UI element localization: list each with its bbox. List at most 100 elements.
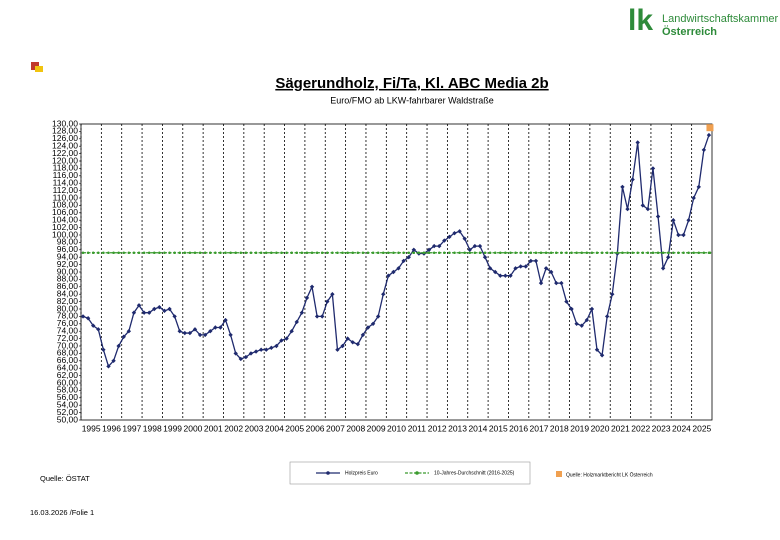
point: [264, 347, 269, 352]
point: [192, 327, 198, 332]
point: [254, 251, 258, 255]
point: [239, 251, 243, 255]
point: [509, 251, 512, 255]
point: [81, 251, 85, 255]
point: [600, 251, 604, 255]
x-tick-label: 2006: [306, 423, 325, 433]
point: [539, 251, 543, 255]
point: [141, 310, 147, 315]
point: [417, 251, 421, 255]
point: [229, 251, 232, 255]
point: [426, 247, 432, 252]
point: [437, 251, 441, 255]
point: [702, 251, 706, 255]
point: [513, 266, 518, 271]
point: [136, 303, 142, 308]
point: [85, 316, 91, 321]
point: [462, 236, 467, 241]
point: [331, 251, 334, 255]
point: [477, 243, 483, 249]
point: [162, 308, 167, 314]
point: [182, 330, 188, 336]
point: [370, 321, 376, 326]
point: [330, 292, 335, 297]
point: [284, 336, 289, 341]
point: [208, 251, 212, 255]
series: [706, 124, 714, 132]
point: [514, 251, 517, 255]
point: [677, 251, 680, 255]
y-tick-label: 114,00: [53, 177, 79, 187]
point: [412, 251, 416, 255]
point: [641, 251, 645, 255]
point: [244, 251, 248, 255]
point: [431, 243, 437, 249]
point: [219, 251, 222, 255]
point: [635, 140, 640, 145]
y-tick-label: 116,00: [53, 170, 79, 180]
point: [223, 317, 228, 323]
x-tick-label: 1995: [82, 423, 101, 433]
y-tick-label: 74,00: [57, 325, 79, 335]
point: [203, 251, 207, 255]
point: [249, 251, 253, 255]
point: [381, 292, 386, 297]
point: [121, 334, 126, 339]
y-tick-label: 104,00: [52, 214, 78, 224]
point: [519, 251, 522, 255]
point: [320, 314, 325, 319]
point: [279, 338, 284, 343]
x-tick-label: 2017: [530, 423, 549, 433]
point: [290, 251, 293, 255]
x-tick-label: 2024: [672, 423, 691, 433]
legend-label: 10-Jahres-Durchschnitt (2016-2025): [434, 470, 515, 476]
point: [275, 251, 278, 255]
point: [117, 251, 120, 255]
y-tick-label: 58,00: [57, 385, 79, 395]
point: [213, 325, 218, 330]
point: [285, 251, 288, 255]
point: [335, 347, 340, 352]
legend-label: Holzpreis Euro: [345, 470, 378, 476]
point: [198, 251, 202, 255]
point: [493, 269, 498, 275]
point: [580, 251, 584, 255]
point: [381, 251, 385, 255]
x-tick-label: 1998: [143, 423, 162, 433]
point: [387, 251, 390, 255]
point: [243, 354, 249, 360]
point: [107, 251, 110, 255]
point: [504, 251, 507, 255]
point: [687, 251, 690, 255]
x-tick-label: 2010: [387, 423, 406, 433]
x-tick-label: 2011: [408, 423, 427, 433]
x-tick-label: 2007: [326, 423, 345, 433]
point: [590, 251, 594, 255]
point: [295, 251, 299, 255]
point: [350, 340, 355, 345]
point: [264, 251, 268, 255]
point: [468, 251, 472, 255]
point: [142, 251, 146, 255]
point: [315, 251, 319, 255]
x-tick-label: 2023: [652, 423, 671, 433]
x-tick-label: 2021: [611, 423, 630, 433]
x-tick-label: 2019: [570, 423, 589, 433]
point: [533, 258, 539, 264]
point: [575, 251, 578, 255]
point: [218, 325, 223, 330]
point: [579, 323, 584, 328]
point: [499, 251, 502, 255]
point: [529, 251, 533, 255]
x-tick-label: 2000: [183, 423, 202, 433]
point: [482, 255, 488, 260]
point: [187, 330, 193, 336]
y-tick-label: 60,00: [57, 377, 79, 387]
point: [488, 251, 492, 255]
y-tick-label: 126,00: [52, 133, 78, 143]
point: [523, 264, 528, 269]
point: [163, 251, 166, 255]
y-tick-label: 78,00: [57, 311, 79, 321]
point: [452, 230, 457, 236]
